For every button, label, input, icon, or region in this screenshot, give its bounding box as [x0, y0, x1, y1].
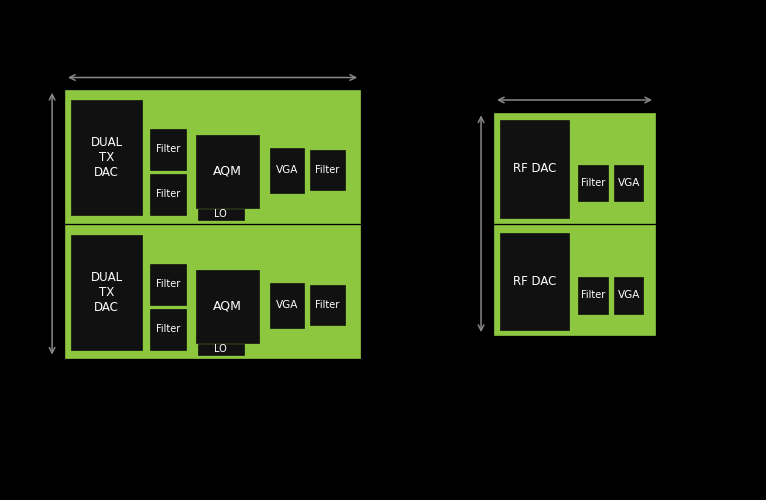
- FancyBboxPatch shape: [310, 285, 345, 325]
- FancyBboxPatch shape: [198, 209, 244, 220]
- Text: VGA: VGA: [276, 165, 298, 175]
- FancyBboxPatch shape: [150, 128, 186, 170]
- FancyBboxPatch shape: [578, 164, 608, 201]
- FancyBboxPatch shape: [494, 225, 655, 335]
- FancyBboxPatch shape: [65, 225, 360, 358]
- FancyBboxPatch shape: [500, 120, 569, 218]
- FancyBboxPatch shape: [150, 308, 186, 350]
- Text: Filter: Filter: [316, 165, 339, 175]
- Text: Filter: Filter: [316, 300, 339, 310]
- Text: DUAL
TX
DAC: DUAL TX DAC: [90, 271, 123, 314]
- Text: Filter: Filter: [156, 144, 180, 154]
- FancyBboxPatch shape: [270, 282, 304, 328]
- FancyBboxPatch shape: [196, 135, 259, 208]
- FancyBboxPatch shape: [71, 100, 142, 215]
- Text: VGA: VGA: [617, 178, 640, 188]
- FancyBboxPatch shape: [614, 277, 643, 314]
- FancyBboxPatch shape: [71, 235, 142, 350]
- Text: AQM: AQM: [213, 300, 242, 313]
- Text: Filter: Filter: [156, 324, 180, 334]
- Text: DUAL
TX
DAC: DUAL TX DAC: [90, 136, 123, 179]
- Text: Filter: Filter: [581, 178, 605, 188]
- FancyBboxPatch shape: [196, 270, 259, 342]
- Text: RF DAC: RF DAC: [513, 162, 556, 175]
- Text: RF DAC: RF DAC: [513, 275, 556, 288]
- Text: LO: LO: [214, 344, 227, 354]
- FancyBboxPatch shape: [150, 174, 186, 215]
- FancyBboxPatch shape: [310, 150, 345, 190]
- FancyBboxPatch shape: [614, 164, 643, 201]
- Text: Filter: Filter: [156, 279, 180, 289]
- FancyBboxPatch shape: [65, 90, 360, 222]
- Text: LO: LO: [214, 210, 227, 220]
- Text: AQM: AQM: [213, 165, 242, 178]
- FancyBboxPatch shape: [270, 148, 304, 192]
- FancyBboxPatch shape: [150, 264, 186, 305]
- Text: Filter: Filter: [581, 290, 605, 300]
- FancyBboxPatch shape: [198, 344, 244, 355]
- FancyBboxPatch shape: [500, 232, 569, 330]
- Text: VGA: VGA: [276, 300, 298, 310]
- Text: VGA: VGA: [617, 290, 640, 300]
- FancyBboxPatch shape: [578, 277, 608, 314]
- Text: Filter: Filter: [156, 190, 180, 200]
- FancyBboxPatch shape: [494, 112, 655, 222]
